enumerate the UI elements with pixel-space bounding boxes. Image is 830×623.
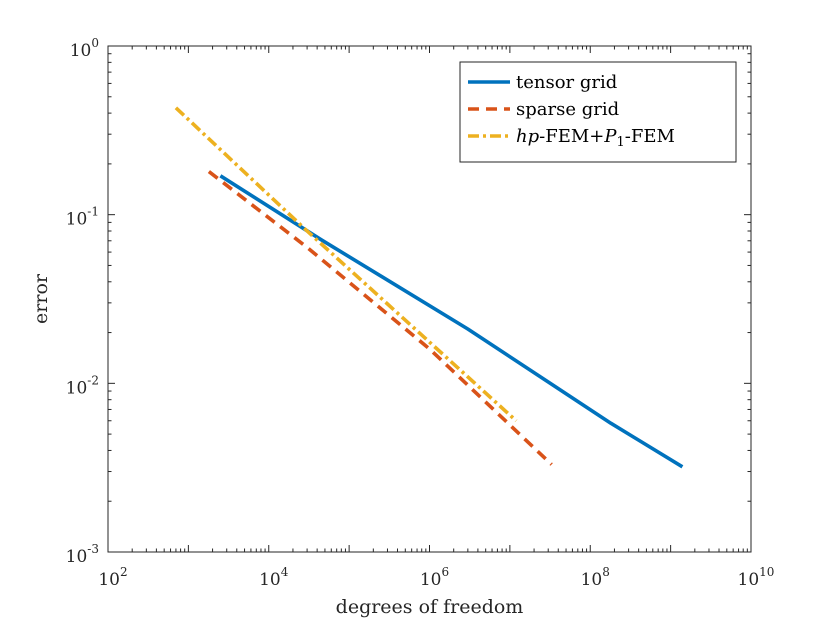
series-layer [174, 106, 684, 469]
series-line-hp-fem-p1-fem [174, 106, 518, 423]
tick-labels: 102 104 106 108 1010 10-3 10-2 10-1 100 [66, 36, 775, 590]
x-tick-label: 102 [98, 565, 127, 590]
y-tick-label: 10-3 [66, 542, 99, 567]
x-tick-label: 106 [420, 565, 449, 590]
x-tick-label: 104 [259, 565, 289, 590]
legend-label: tensor grid [516, 72, 617, 93]
y-axis-label: error [30, 273, 52, 324]
x-axis-label: degrees of freedom [336, 596, 524, 618]
series-line-sparse-grid [207, 170, 553, 466]
y-tick-label: 10-1 [66, 205, 99, 230]
minor-ticks [108, 46, 751, 552]
legend-label: hp-FEM+P1-FEM [516, 126, 675, 150]
legend-label: sparse grid [516, 99, 619, 120]
series-line-tensor-grid [219, 174, 684, 469]
x-tick-label: 108 [581, 565, 610, 590]
legend: tensor grid sparse grid hp-FEM+P1-FEM [459, 61, 737, 163]
legend-box [459, 61, 737, 163]
y-tick-label: 10-2 [66, 373, 99, 398]
x-tick-label: 1010 [738, 565, 775, 590]
plot-frame [107, 45, 752, 553]
y-tick-label: 100 [70, 36, 99, 61]
